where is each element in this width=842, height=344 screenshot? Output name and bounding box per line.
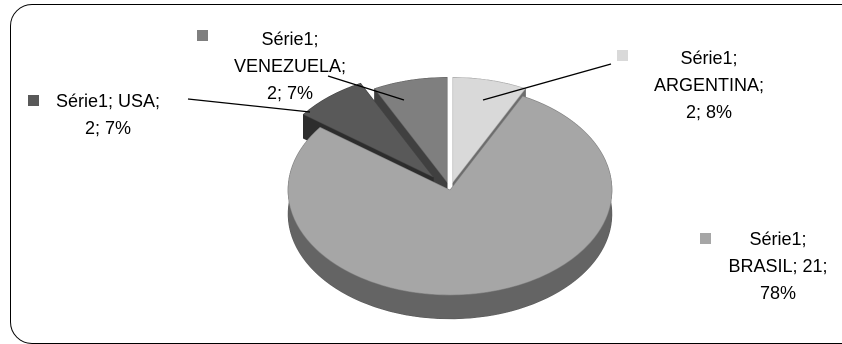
data-label-venezuela: Série1; VENEZUELA; 2; 7%	[234, 29, 346, 103]
data-label-argentina: Série1; ARGENTINA; 2; 8%	[654, 48, 764, 122]
data-label-line-venezuela: Série1;	[261, 29, 318, 49]
pie-slice-brasil	[287, 95, 613, 296]
data-label-usa: Série1; USA; 2; 7%	[56, 91, 160, 138]
data-labels: Série1; ARGENTINA; 2; 8% Série1; BRASIL; 21;…	[28, 29, 828, 303]
legend-marker-usa	[28, 95, 39, 106]
data-label-line-argentina: 2; 8%	[686, 102, 732, 122]
data-label-line-usa: 2; 7%	[85, 118, 131, 138]
data-label-line-argentina: Série1;	[680, 48, 737, 68]
data-label-line-venezuela: 2; 7%	[267, 83, 313, 103]
leader-line-usa	[187, 98, 311, 113]
pie-tops	[287, 77, 613, 296]
data-label-brasil: Série1; BRASIL; 21; 78%	[728, 229, 827, 303]
data-label-line-brasil: BRASIL; 21;	[728, 256, 827, 276]
pie-slice-venezuela	[374, 77, 448, 184]
legend-marker-brasil	[700, 233, 711, 244]
legend-marker-venezuela	[197, 30, 208, 41]
leader-line-argentina	[482, 63, 612, 101]
pie-slice-usa	[302, 82, 434, 178]
data-label-line-brasil: Série1;	[749, 229, 806, 249]
data-label-line-brasil: 78%	[760, 283, 796, 303]
data-label-line-usa: Série1; USA;	[56, 91, 160, 111]
legend-marker-argentina	[617, 50, 628, 61]
leader-line-venezuela	[327, 75, 405, 101]
data-label-line-argentina: ARGENTINA;	[654, 75, 764, 95]
data-label-line-venezuela: VENEZUELA;	[234, 56, 346, 76]
